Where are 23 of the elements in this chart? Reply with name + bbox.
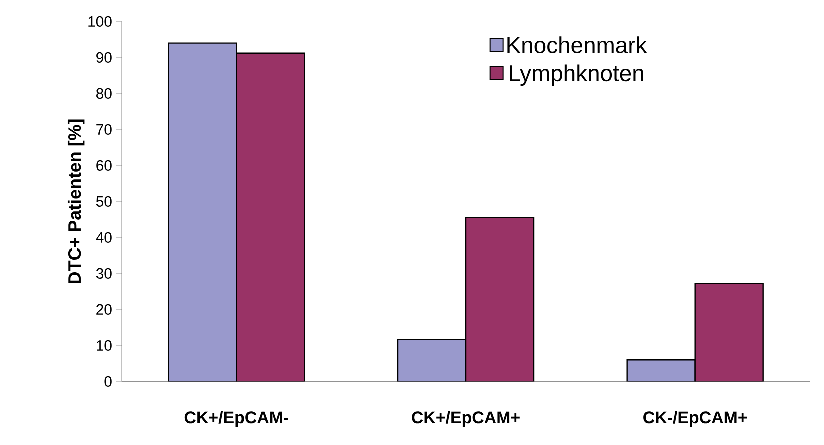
legend-label: Knochenmark <box>508 36 648 54</box>
y-tick-label: 100 <box>88 16 112 27</box>
y-axis-title: DTC+ Patienten [%] <box>68 120 85 284</box>
x-tick-label: CK+/EpCAM+ <box>412 411 520 428</box>
y-tick-label: 0 <box>104 376 112 387</box>
bar <box>465 216 535 382</box>
y-tick-label: 50 <box>96 196 112 207</box>
y-tick-label: 80 <box>96 88 112 99</box>
bar <box>694 283 764 382</box>
y-tick-label: 40 <box>96 232 112 243</box>
y-tick-label: 90 <box>96 52 112 63</box>
y-tick-label: 30 <box>96 268 112 279</box>
bar <box>168 42 238 382</box>
y-tick-label: 70 <box>96 124 112 135</box>
y-tick-label: 60 <box>96 160 112 171</box>
x-tick-label: CK-/EpCAM+ <box>644 411 748 428</box>
x-tick-label: CK+/EpCAM- <box>184 411 288 428</box>
bar <box>236 52 306 382</box>
bar <box>626 360 696 382</box>
bar <box>397 339 467 382</box>
y-tick-label: 10 <box>97 340 112 351</box>
y-tick-label: 20 <box>96 304 112 315</box>
legend-label: Lymphknoten <box>510 64 644 86</box>
